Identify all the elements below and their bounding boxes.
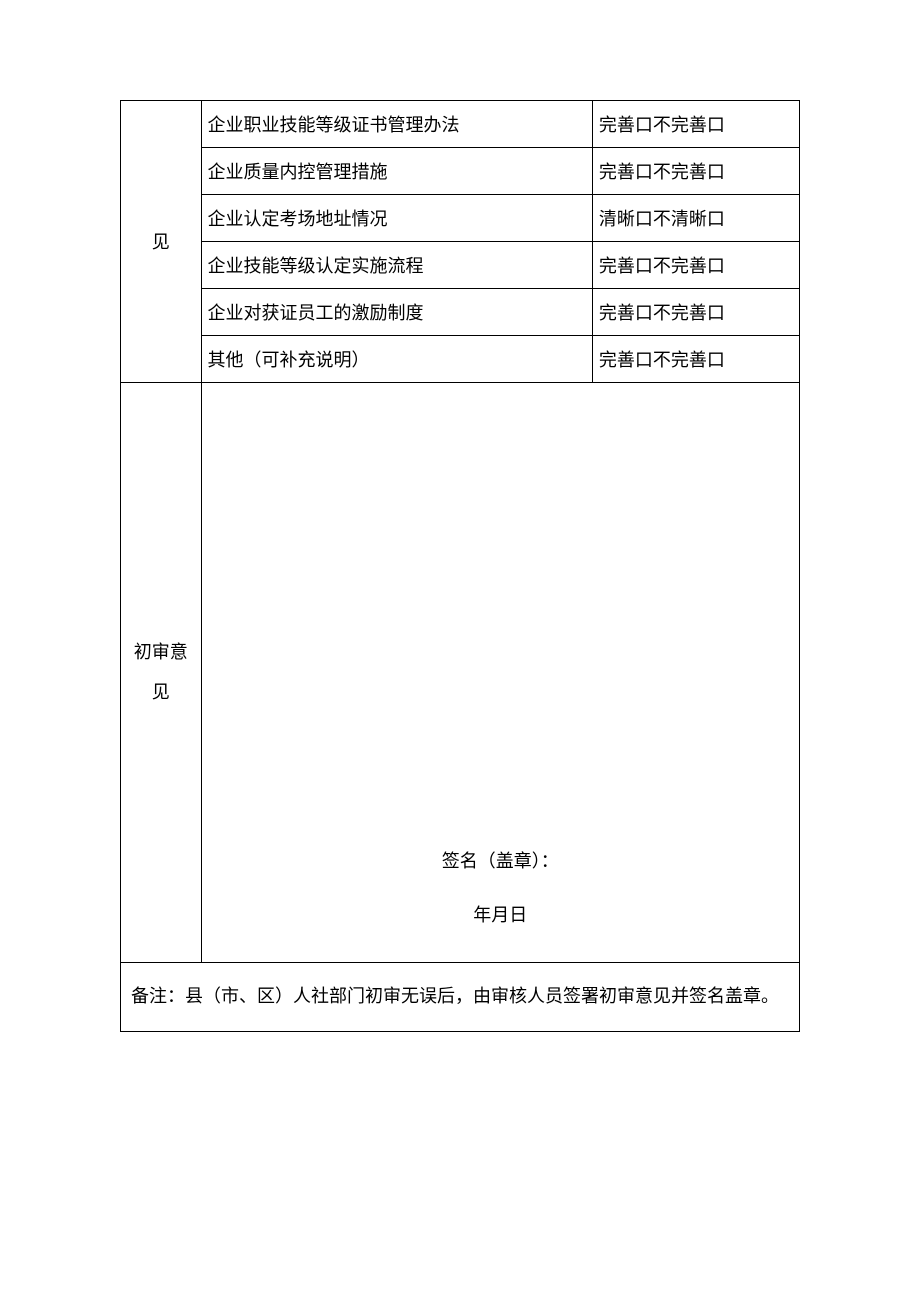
option-cell: 完善口不完善口 bbox=[592, 148, 799, 195]
option-1: 完善 bbox=[599, 303, 635, 323]
notes-cell: 备注：县（市、区）人社部门初审无误后，由审核人员签署初审意见并签名盖章。 bbox=[121, 963, 800, 1032]
option-cell: 完善口不完善口 bbox=[592, 336, 799, 383]
checkbox-icon[interactable]: 口 bbox=[635, 346, 653, 372]
notes-row: 备注：县（市、区）人社部门初审无误后，由审核人员签署初审意见并签名盖章。 bbox=[121, 963, 800, 1032]
option-1: 完善 bbox=[599, 256, 635, 276]
table-row: 其他（可补充说明） 完善口不完善口 bbox=[121, 336, 800, 383]
opinion-label-cell: 初审意见 bbox=[121, 383, 202, 963]
checkbox-icon[interactable]: 口 bbox=[707, 205, 725, 231]
notes-text: 备注：县（市、区）人社部门初审无误后，由审核人员签署初审意见并签名盖章。 bbox=[131, 986, 779, 1006]
opinion-row: 初审意见 签名（盖章）： 年月日 bbox=[121, 383, 800, 963]
label-jian: 见 bbox=[152, 232, 170, 252]
item-text: 企业对获证员工的激励制度 bbox=[208, 303, 424, 323]
item-text: 其他（可补充说明） bbox=[208, 350, 370, 370]
option-2: 不完善 bbox=[653, 303, 707, 323]
checkbox-icon[interactable]: 口 bbox=[707, 299, 725, 325]
option-cell: 完善口不完善口 bbox=[592, 101, 799, 148]
item-cell: 企业质量内控管理措施 bbox=[201, 148, 592, 195]
option-2: 不完善 bbox=[653, 115, 707, 135]
item-cell: 其他（可补充说明） bbox=[201, 336, 592, 383]
option-cell: 完善口不完善口 bbox=[592, 289, 799, 336]
option-1: 完善 bbox=[599, 350, 635, 370]
checkbox-icon[interactable]: 口 bbox=[707, 158, 725, 184]
item-cell: 企业认定考场地址情况 bbox=[201, 195, 592, 242]
signature-label: 签名（盖章）： bbox=[208, 834, 793, 888]
checkbox-icon[interactable]: 口 bbox=[635, 111, 653, 137]
option-2: 不完善 bbox=[653, 256, 707, 276]
checkbox-icon[interactable]: 口 bbox=[635, 299, 653, 325]
table-row: 企业质量内控管理措施 完善口不完善口 bbox=[121, 148, 800, 195]
opinion-content-area[interactable]: 签名（盖章）： 年月日 bbox=[208, 393, 793, 952]
item-text: 企业质量内控管理措施 bbox=[208, 162, 388, 182]
item-cell: 企业技能等级认定实施流程 bbox=[201, 242, 592, 289]
table-row: 企业认定考场地址情况 清晰口不清晰口 bbox=[121, 195, 800, 242]
option-1: 清晰 bbox=[599, 209, 635, 229]
option-2: 不完善 bbox=[653, 162, 707, 182]
checkbox-icon[interactable]: 口 bbox=[707, 252, 725, 278]
opinion-label: 初审意见 bbox=[127, 633, 195, 712]
checkbox-icon[interactable]: 口 bbox=[707, 346, 725, 372]
checkbox-icon[interactable]: 口 bbox=[635, 252, 653, 278]
signature-block: 签名（盖章）： 年月日 bbox=[208, 834, 793, 942]
option-1: 完善 bbox=[599, 115, 635, 135]
checkbox-icon[interactable]: 口 bbox=[707, 111, 725, 137]
table-row: 企业技能等级认定实施流程 完善口不完善口 bbox=[121, 242, 800, 289]
item-cell: 企业职业技能等级证书管理办法 bbox=[201, 101, 592, 148]
item-text: 企业技能等级认定实施流程 bbox=[208, 256, 424, 276]
option-cell: 完善口不完善口 bbox=[592, 242, 799, 289]
top-section-label: 见 bbox=[121, 101, 202, 383]
table-row: 见 企业职业技能等级证书管理办法 完善口不完善口 bbox=[121, 101, 800, 148]
option-cell: 清晰口不清晰口 bbox=[592, 195, 799, 242]
checkbox-icon[interactable]: 口 bbox=[635, 205, 653, 231]
item-text: 企业职业技能等级证书管理办法 bbox=[208, 115, 460, 135]
option-1: 完善 bbox=[599, 162, 635, 182]
date-label: 年月日 bbox=[208, 888, 793, 942]
form-table: 见 企业职业技能等级证书管理办法 完善口不完善口 企业质量内控管理措施 完善口不… bbox=[120, 100, 800, 1032]
table-row: 企业对获证员工的激励制度 完善口不完善口 bbox=[121, 289, 800, 336]
opinion-content-cell: 签名（盖章）： 年月日 bbox=[201, 383, 799, 963]
option-2: 不完善 bbox=[653, 350, 707, 370]
checkbox-icon[interactable]: 口 bbox=[635, 158, 653, 184]
item-cell: 企业对获证员工的激励制度 bbox=[201, 289, 592, 336]
item-text: 企业认定考场地址情况 bbox=[208, 209, 388, 229]
option-2: 不清晰 bbox=[653, 209, 707, 229]
